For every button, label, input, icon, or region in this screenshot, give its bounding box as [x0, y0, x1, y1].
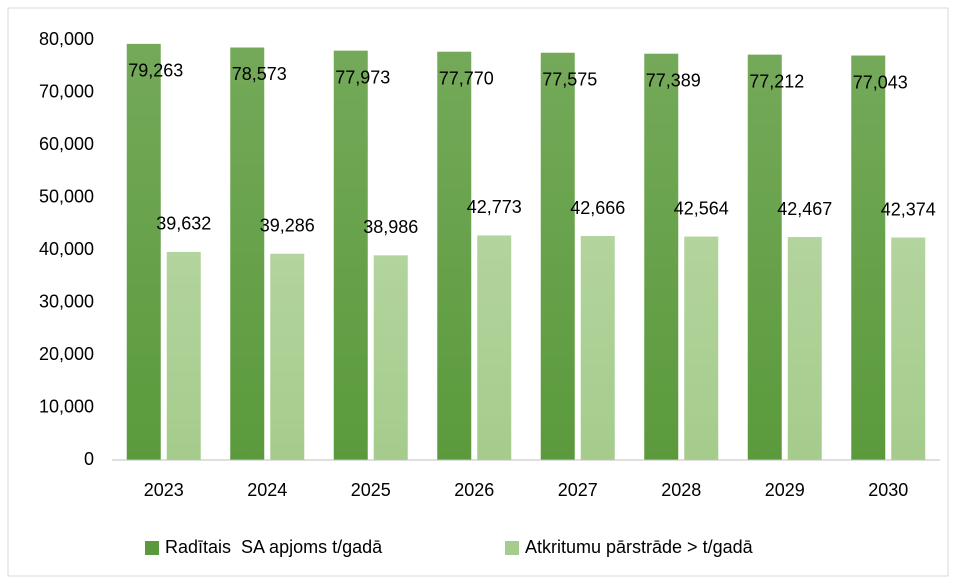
- x-tick-label: 2028: [661, 480, 701, 500]
- data-label: 78,573: [232, 64, 287, 84]
- bar: [580, 236, 615, 460]
- data-label: 77,973: [335, 67, 390, 87]
- data-label: 42,666: [570, 198, 625, 218]
- data-label: 77,043: [853, 72, 908, 92]
- y-tick-label: 20,000: [39, 344, 94, 364]
- bar: [230, 47, 265, 460]
- y-tick-label: 30,000: [39, 291, 94, 311]
- data-label: 77,770: [439, 68, 494, 88]
- bar: [437, 51, 472, 461]
- bar: [684, 236, 719, 460]
- bar: [787, 237, 822, 460]
- x-tick-label: 2027: [558, 480, 598, 500]
- data-label: 42,374: [881, 199, 936, 219]
- x-tick-label: 2030: [868, 480, 908, 500]
- legend-label: Atkritumu pārstrāde > t/gadā: [525, 537, 754, 557]
- bar: [270, 253, 305, 460]
- bar: [747, 54, 782, 461]
- y-tick-label: 10,000: [39, 396, 94, 416]
- y-tick-label: 50,000: [39, 186, 94, 206]
- legend-swatch: [505, 541, 519, 555]
- data-label: 42,564: [674, 198, 729, 218]
- y-tick-label: 70,000: [39, 81, 94, 101]
- data-label: 42,773: [467, 197, 522, 217]
- legend-swatch: [145, 541, 159, 555]
- x-tick-label: 2023: [144, 480, 184, 500]
- bar: [373, 255, 408, 460]
- x-tick-label: 2026: [454, 480, 494, 500]
- bar: [477, 235, 512, 460]
- legend-label: Radītais SA apjoms t/gadā: [165, 537, 383, 557]
- data-label: 42,467: [777, 199, 832, 219]
- bar: [644, 53, 679, 460]
- bar: [166, 251, 201, 460]
- y-tick-label: 60,000: [39, 134, 94, 154]
- y-tick-label: 40,000: [39, 239, 94, 259]
- y-tick-label: 80,000: [39, 29, 94, 49]
- bar: [851, 55, 886, 460]
- data-label: 39,286: [260, 215, 315, 235]
- data-label: 77,575: [542, 69, 597, 89]
- data-label: 38,986: [363, 217, 418, 237]
- data-label: 77,212: [749, 71, 804, 91]
- y-tick-label: 0: [84, 449, 94, 469]
- bar: [333, 50, 368, 460]
- x-tick-label: 2025: [351, 480, 391, 500]
- x-tick-label: 2029: [765, 480, 805, 500]
- bar: [126, 43, 161, 460]
- bar: [540, 52, 575, 460]
- data-label: 79,263: [128, 61, 183, 81]
- data-label: 77,389: [646, 70, 701, 90]
- bar: [891, 237, 926, 460]
- x-tick-label: 2024: [247, 480, 287, 500]
- data-label: 39,632: [156, 214, 211, 234]
